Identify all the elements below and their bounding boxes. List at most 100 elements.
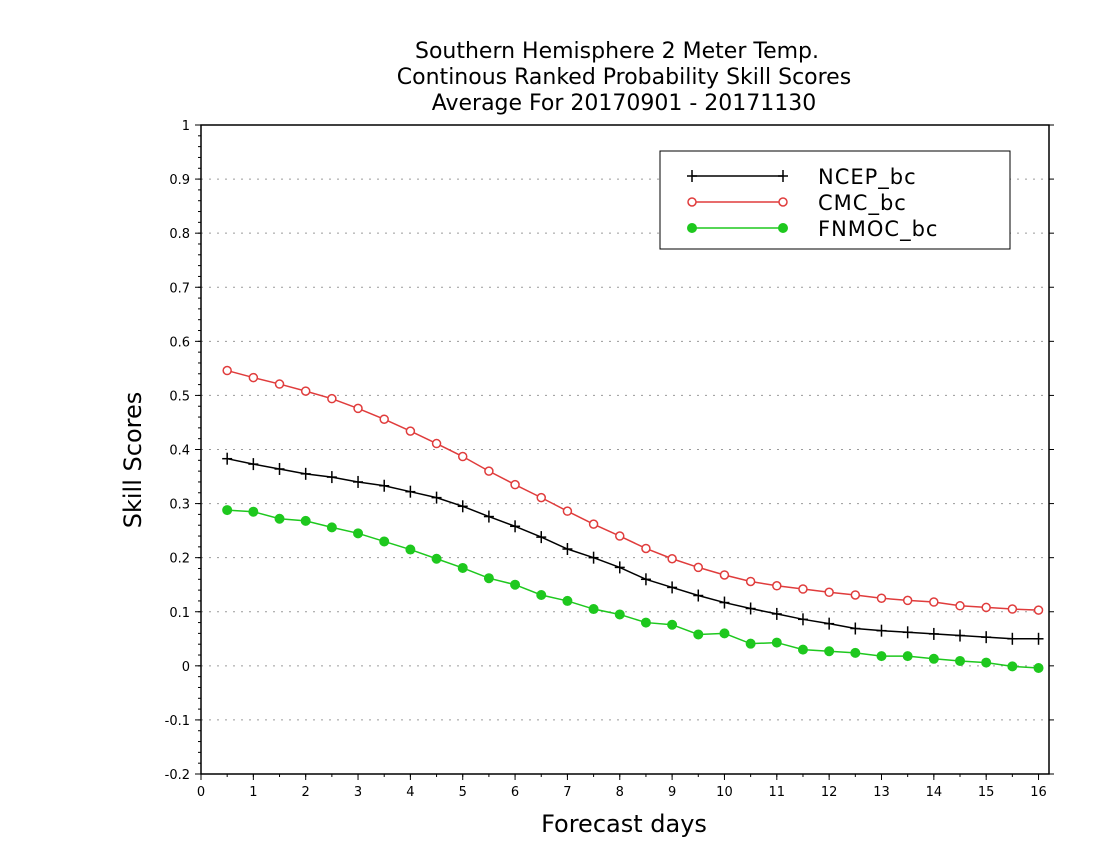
data-point-CMC_bc <box>405 426 416 436</box>
data-point-FNMOC_bc <box>353 528 364 539</box>
data-point-CMC_bc <box>615 531 625 541</box>
x-axis-title: Forecast days <box>541 810 707 838</box>
data-point-FNMOC_bc <box>719 628 730 639</box>
data-point-FNMOC_bc <box>326 522 337 533</box>
x-tick-label: 14 <box>926 785 943 800</box>
data-point-CMC_bc <box>1033 605 1044 615</box>
y-tick-label: 0.6 <box>169 335 190 350</box>
data-point-CMC_bc <box>588 519 599 529</box>
data-point-CMC_bc <box>850 590 861 600</box>
data-point-CMC_bc <box>510 479 520 490</box>
y-tick-label: 0.1 <box>169 606 190 621</box>
x-tick-label: 2 <box>302 785 310 800</box>
data-point-CMC_bc <box>824 587 834 598</box>
data-point-FNMOC_bc <box>640 617 651 628</box>
legend-marker-start <box>687 223 697 233</box>
data-point-FNMOC_bc <box>981 657 992 668</box>
legend-entry-FNMOC_bc: FNMOC_bc <box>687 217 937 242</box>
data-point-CMC_bc <box>693 562 704 573</box>
y-tick-label: 0.8 <box>169 227 190 242</box>
data-point-CMC_bc <box>719 570 730 580</box>
gridlines <box>201 178 1049 721</box>
y-tick-label: 0.7 <box>169 281 190 296</box>
x-tick-label: 5 <box>459 785 467 800</box>
x-tick-label: 11 <box>769 785 786 800</box>
data-point-CMC_bc <box>667 553 677 564</box>
legend-label: NCEP_bc <box>818 165 917 190</box>
data-point-FNMOC_bc <box>797 644 808 655</box>
data-point-FNMOC_bc <box>536 589 547 600</box>
data-point-FNMOC_bc <box>955 655 966 666</box>
data-point-CMC_bc <box>772 581 782 591</box>
legend-marker-start <box>687 197 697 207</box>
y-tick-label: 1 <box>182 119 190 134</box>
data-point-NCEP_bc <box>719 596 730 609</box>
legend-marker-start <box>687 170 697 182</box>
legend-marker-end <box>778 223 788 233</box>
data-point-CMC_bc <box>248 372 259 383</box>
data-point-NCEP_bc <box>1033 632 1044 645</box>
data-point-CMC_bc <box>876 593 887 603</box>
data-point-FNMOC_bc <box>300 515 311 526</box>
data-point-NCEP_bc <box>981 631 992 644</box>
y-tick-label: 0.4 <box>169 444 190 459</box>
data-point-CMC_bc <box>536 492 546 503</box>
data-point-NCEP_bc <box>745 602 756 615</box>
data-point-CMC_bc <box>327 393 337 404</box>
data-point-FNMOC_bc <box>379 536 390 547</box>
x-tick-label: 15 <box>978 785 995 800</box>
data-point-CMC_bc <box>353 403 363 414</box>
series-CMC_bc <box>222 365 1044 615</box>
data-point-NCEP_bc <box>222 452 233 465</box>
data-point-FNMOC_bc <box>222 505 233 516</box>
y-tick-label: -0.2 <box>165 768 190 783</box>
x-tick-label: 1 <box>249 785 257 800</box>
data-point-CMC_bc <box>562 506 573 516</box>
data-point-NCEP_bc <box>248 458 259 471</box>
data-point-NCEP_bc <box>379 479 390 492</box>
data-point-CMC_bc <box>955 601 965 611</box>
legend-box <box>659 150 1011 250</box>
data-point-NCEP_bc <box>771 607 782 620</box>
data-point-NCEP_bc <box>274 462 285 475</box>
data-point-CMC_bc <box>457 451 468 462</box>
chart-title-line-2: Continous Ranked Probability Skill Score… <box>397 65 851 90</box>
tick-labels: -0.2-0.100.10.20.30.40.50.60.70.80.910 1 2… <box>165 119 1047 800</box>
data-point-FNMOC_bc <box>850 647 861 658</box>
chart-title: Southern Hemisphere 2 Meter Temp. Contin… <box>397 39 851 116</box>
y-tick-label: 0.2 <box>169 552 190 567</box>
data-point-FNMOC_bc <box>457 562 468 573</box>
data-point-FNMOC_bc <box>510 579 521 590</box>
data-point-NCEP_bc <box>405 485 416 498</box>
data-point-NCEP_bc <box>797 613 808 626</box>
data-point-NCEP_bc <box>457 500 468 513</box>
y-tick-label: -0.1 <box>165 714 190 729</box>
legend-marker-end <box>778 197 788 207</box>
data-point-FNMOC_bc <box>928 653 939 664</box>
data-point-CMC_bc <box>745 576 756 587</box>
chart-title-line-1: Southern Hemisphere 2 Meter Temp. <box>415 39 819 64</box>
data-point-FNMOC_bc <box>902 651 913 662</box>
legend-marker-end <box>778 170 788 182</box>
data-point-FNMOC_bc <box>431 553 442 564</box>
data-point-FNMOC_bc <box>1033 662 1044 673</box>
legend-label: CMC_bc <box>818 191 907 216</box>
series-FNMOC_bc <box>222 505 1044 673</box>
data-point-FNMOC_bc <box>614 609 625 620</box>
data-point-NCEP_bc <box>850 622 861 635</box>
data-point-CMC_bc <box>431 438 442 449</box>
data-point-NCEP_bc <box>614 561 625 574</box>
x-tick-label: 7 <box>563 785 571 800</box>
x-tick-label: 9 <box>668 785 676 800</box>
data-point-NCEP_bc <box>667 581 678 594</box>
data-point-FNMOC_bc <box>588 604 599 615</box>
data-point-NCEP_bc <box>326 471 337 484</box>
data-point-CMC_bc <box>1007 604 1018 614</box>
data-point-NCEP_bc <box>640 573 651 586</box>
data-point-CMC_bc <box>274 379 285 389</box>
x-tick-label: 3 <box>354 785 362 800</box>
data-point-FNMOC_bc <box>248 506 259 517</box>
y-tick-label: 0.3 <box>169 498 190 513</box>
y-tick-label: 0.9 <box>169 173 190 188</box>
